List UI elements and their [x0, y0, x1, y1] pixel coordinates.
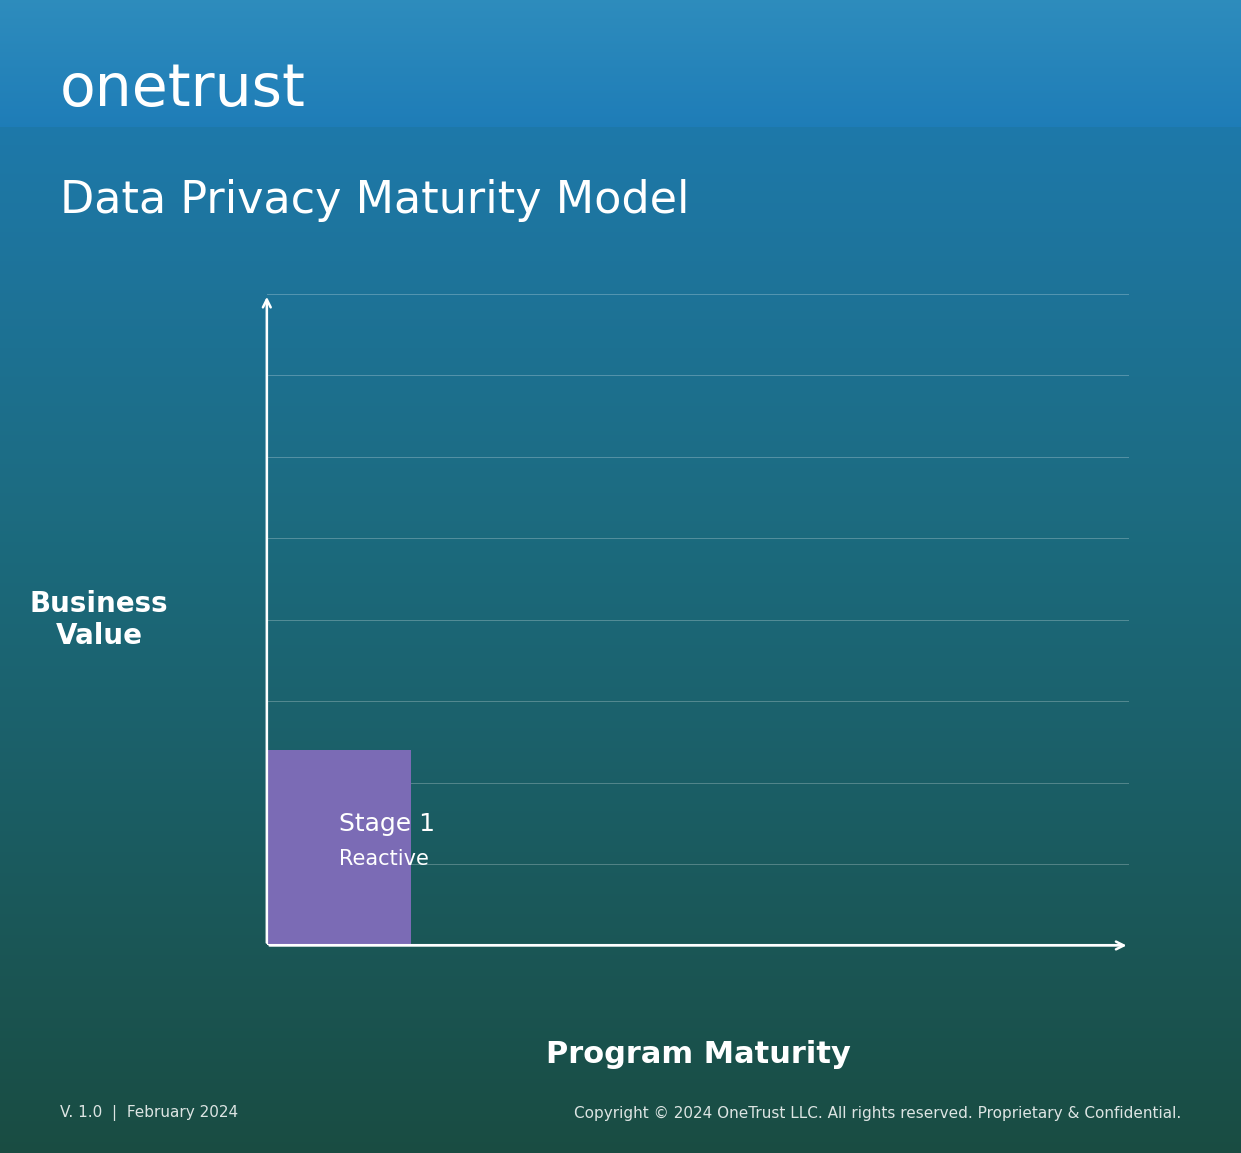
Text: Business
Value: Business Value [30, 589, 169, 650]
Text: Copyright © 2024 OneTrust LLC. All rights reserved. Proprietary & Confidential.: Copyright © 2024 OneTrust LLC. All right… [575, 1106, 1181, 1121]
Text: Program Maturity: Program Maturity [546, 1040, 850, 1070]
Bar [267, 751, 411, 945]
Text: onetrust: onetrust [60, 61, 305, 118]
Text: Data Privacy Maturity Model: Data Privacy Maturity Model [60, 179, 689, 221]
Text: Reactive: Reactive [339, 850, 428, 869]
Text: Stage 1: Stage 1 [339, 813, 434, 836]
Text: V. 1.0  |  February 2024: V. 1.0 | February 2024 [60, 1105, 238, 1121]
